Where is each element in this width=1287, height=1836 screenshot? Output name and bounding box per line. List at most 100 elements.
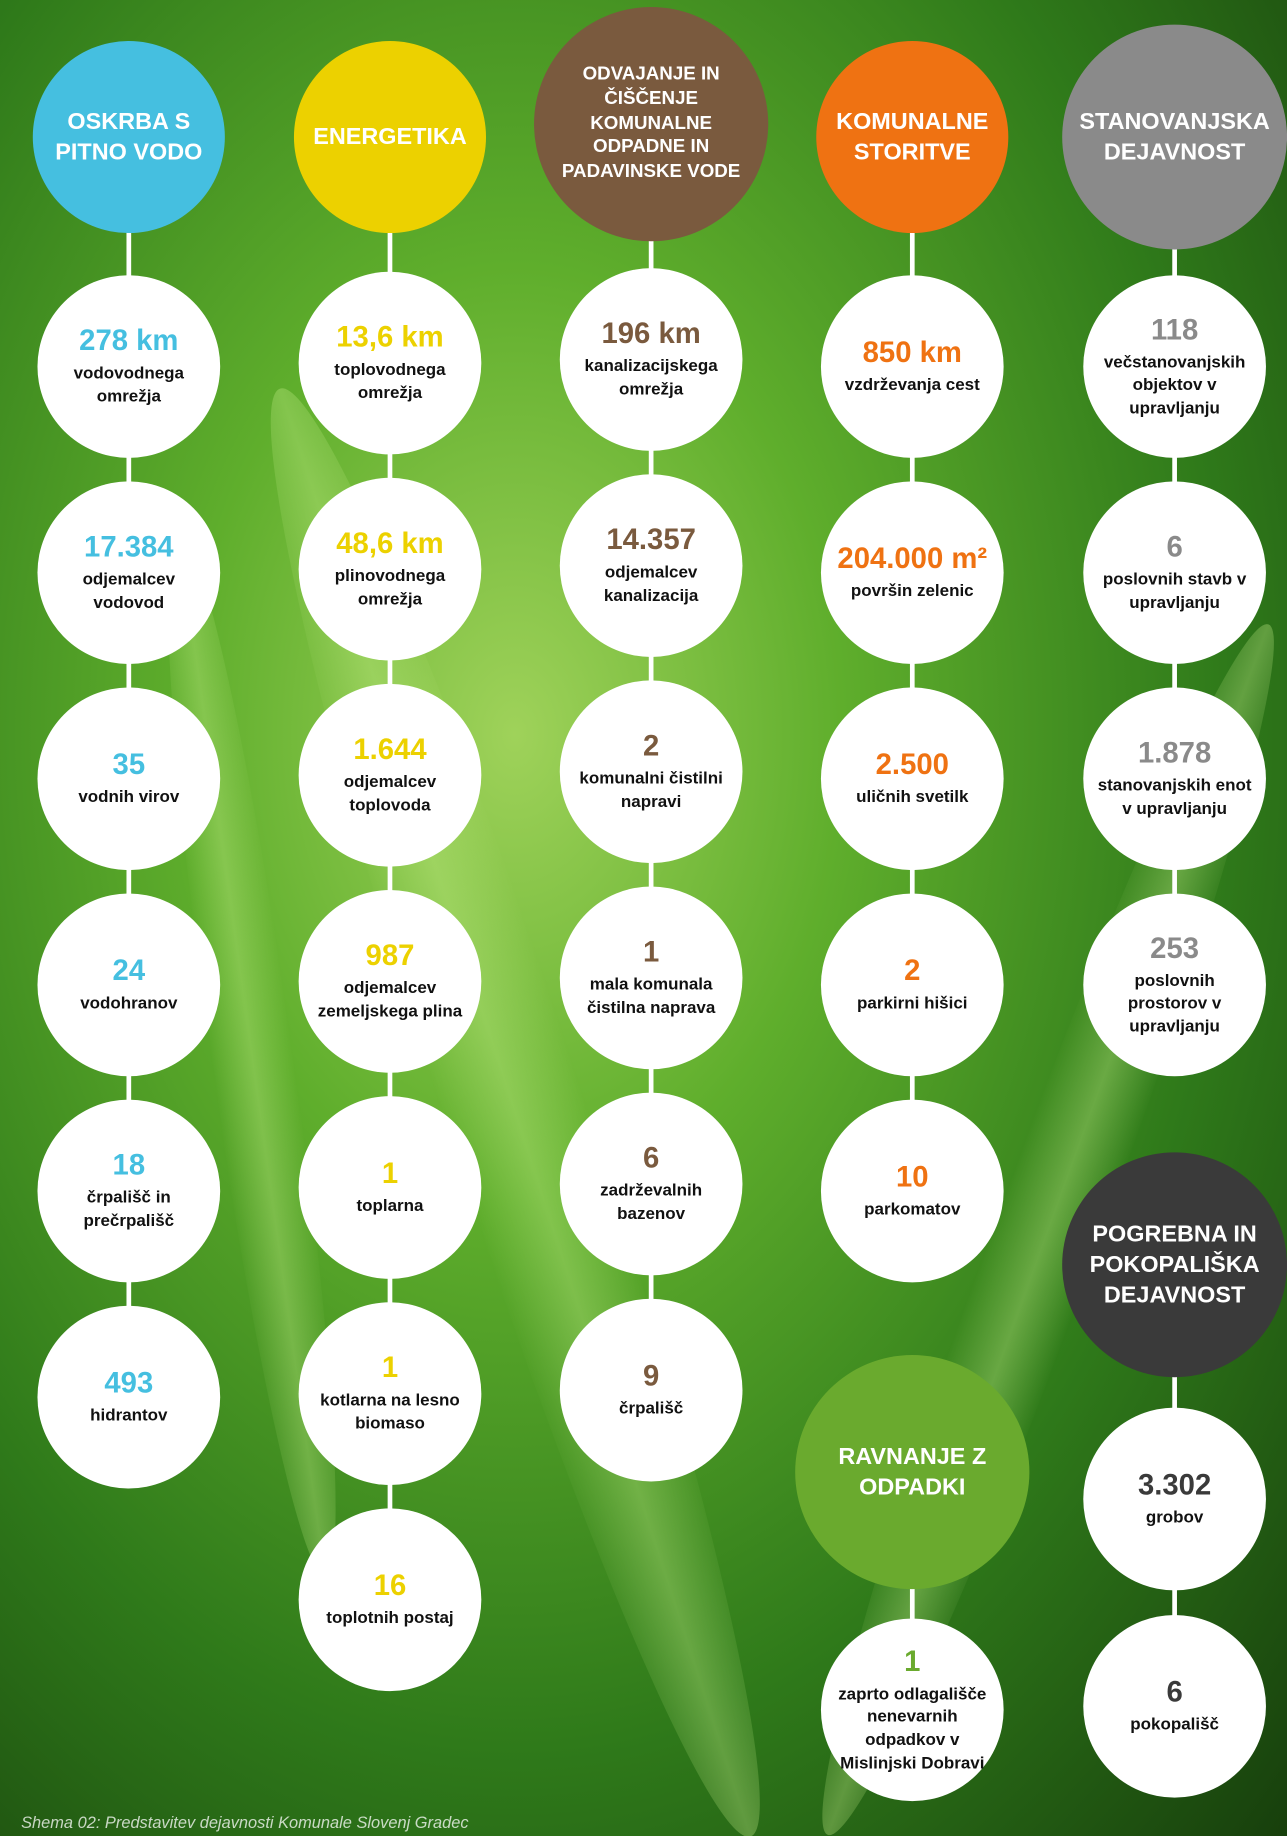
stat-label: plinovodnega omrežja	[308, 566, 472, 612]
stat-value: 2	[904, 954, 920, 989]
stat-value: 13,6 km	[336, 320, 443, 355]
group-header: STANOVANJSKA DEJAVNOST	[1062, 25, 1287, 250]
stat-circle: 2.500 uličnih svetilk	[821, 687, 1004, 870]
stat-circle: 16 toplotnih postaj	[299, 1508, 482, 1691]
stat-label: kanalizacijskega omrežja	[569, 357, 733, 403]
stat-value: 24	[113, 954, 146, 989]
stat-circle: 1 toplarna	[299, 1096, 482, 1279]
stat-circle: 1 kotlarna na lesno biomaso	[299, 1302, 482, 1485]
stat-label: odjemalcev vodovod	[47, 570, 211, 616]
stat-value: 1.878	[1138, 736, 1211, 771]
stat-value: 17.384	[84, 530, 174, 565]
stat-circle: 48,6 km plinovodnega omrežja	[299, 478, 482, 661]
stat-circle: 1 zaprto odlagališče nenevarnih odpadkov …	[821, 1618, 1004, 1801]
stat-value: 16	[374, 1568, 407, 1603]
stat-value: 9	[643, 1359, 659, 1394]
stat-circle: 6 poslovnih stavb v upravljanju	[1083, 481, 1266, 664]
stat-circle: 13,6 km toplovodnega omrežja	[299, 272, 482, 455]
stat-label: odjemalcev kanalizacija	[569, 563, 733, 609]
stage: OSKRBA S PITNO VODO 278 km vodovodnega omr…	[0, 0, 1287, 1836]
stat-circle: 10 parkomatov	[821, 1100, 1004, 1283]
group-header: OSKRBA S PITNO VODO	[33, 41, 225, 233]
stat-circle: 18 črpališč in prečrpališč	[37, 1100, 220, 1283]
stat-label: pokopališč	[1130, 1715, 1219, 1738]
stat-value: 2	[643, 729, 659, 764]
stat-label: poslovnih prostorov v upravljanju	[1093, 970, 1257, 1039]
stat-circle: 17.384 odjemalcev vodovod	[37, 481, 220, 664]
stat-circle: 118 večstanovanjskih objektov v upravljan…	[1083, 275, 1266, 458]
stat-circle: 35 vodnih virov	[37, 687, 220, 870]
stat-value: 253	[1150, 931, 1199, 966]
group-header: ENERGETIKA	[294, 41, 486, 233]
stat-circle: 850 km vzdrževanja cest	[821, 275, 1004, 458]
stat-label: vodnih virov	[78, 787, 179, 810]
stat-circle: 1 mala komunala čistilna naprava	[560, 887, 743, 1070]
stat-label: hidrantov	[90, 1406, 167, 1429]
stat-label: vodohranov	[80, 993, 177, 1016]
stat-label: poslovnih stavb v upravljanju	[1093, 570, 1257, 616]
stat-label: stanovanjskih enot v upravljanju	[1093, 776, 1257, 822]
stat-label: odjemalcev toplovoda	[308, 772, 472, 818]
stat-value: 1.644	[353, 732, 426, 767]
stat-value: 196 km	[601, 317, 700, 352]
stat-value: 6	[643, 1141, 659, 1176]
stat-circle: 278 km vodovodnega omrežja	[37, 275, 220, 458]
stat-label: črpališč in prečrpališč	[47, 1188, 211, 1234]
group-header: POGREBNA IN POKOPALIŠKA DEJAVNOST	[1062, 1152, 1287, 1377]
stat-label: črpališč	[619, 1399, 683, 1422]
stat-label: grobov	[1146, 1507, 1204, 1530]
stat-label: uličnih svetilk	[856, 787, 968, 810]
stat-label: mala komunala čistilna naprava	[569, 975, 733, 1021]
stat-label: vodovodnega omrežja	[47, 364, 211, 410]
stat-circle: 493 hidrantov	[37, 1306, 220, 1489]
stat-circle: 253 poslovnih prostorov v upravljanju	[1083, 894, 1266, 1077]
stat-circle: 24 vodohranov	[37, 894, 220, 1077]
stat-value: 35	[113, 747, 146, 782]
stat-circle: 2 parkirni hišici	[821, 894, 1004, 1077]
stat-value: 118	[1151, 312, 1198, 347]
caption: Shema 02: Predstavitev dejavnosti Komuna…	[21, 1813, 468, 1832]
stat-circle: 196 km kanalizacijskega omrežja	[560, 268, 743, 451]
stat-value: 987	[366, 939, 415, 974]
group-header: KOMUNALNE STORITVE	[816, 41, 1008, 233]
stat-value: 48,6 km	[336, 526, 443, 561]
stat-circle: 6 zadrževalnih bazenov	[560, 1093, 743, 1276]
stat-label: odjemalcev zemeljskega plina	[308, 978, 472, 1024]
stat-value: 278 km	[79, 324, 178, 359]
stat-value: 850 km	[863, 335, 962, 370]
stat-label: vzdrževanja cest	[845, 375, 980, 398]
stat-label: toplarna	[356, 1196, 423, 1219]
stat-label: zaprto odlagališče nenevarnih odpadkov v…	[830, 1684, 994, 1776]
stat-value: 1	[382, 1351, 398, 1386]
stat-label: kotlarna na lesno biomaso	[308, 1391, 472, 1437]
stat-label: toplovodnega omrežja	[308, 360, 472, 406]
stat-value: 493	[104, 1366, 153, 1401]
stat-value: 1	[643, 935, 659, 970]
stat-value: 1	[904, 1644, 920, 1679]
stat-circle: 2 komunalni čistilni napravi	[560, 680, 743, 863]
stat-label: parkirni hišici	[857, 993, 967, 1016]
stat-value: 2.500	[876, 747, 949, 782]
stat-circle: 1.644 odjemalcev toplovoda	[299, 684, 482, 867]
stat-label: komunalni čistilni napravi	[569, 769, 733, 815]
stat-circle: 14.357 odjemalcev kanalizacija	[560, 474, 743, 657]
stat-circle: 1.878 stanovanjskih enot v upravljanju	[1083, 687, 1266, 870]
stat-circle: 987 odjemalcev zemeljskega plina	[299, 890, 482, 1073]
stat-value: 14.357	[606, 523, 696, 558]
stat-label: večstanovanjskih objektov v upravljanju	[1093, 352, 1257, 421]
group-header: RAVNANJE Z ODPADKI	[795, 1355, 1029, 1589]
page: {"groups":[ {"title":"OSKRBA S PITNO VOD…	[0, 0, 1287, 1836]
stat-value: 6	[1166, 1675, 1182, 1710]
stat-label: zadrževalnih bazenov	[569, 1181, 733, 1227]
stat-value: 6	[1166, 530, 1182, 565]
group-header: ODVAJANJE IN ČIŠČENJE KOMUNALNE ODPADNE …	[534, 7, 768, 241]
stat-value: 204.000 m²	[837, 541, 987, 576]
stat-value: 10	[896, 1160, 929, 1195]
stat-value: 18	[113, 1148, 146, 1183]
stat-label: toplotnih postaj	[326, 1608, 453, 1631]
stat-value: 1	[382, 1156, 398, 1191]
stat-circle: 9 črpališč	[560, 1299, 743, 1482]
stat-label: parkomatov	[864, 1199, 960, 1222]
